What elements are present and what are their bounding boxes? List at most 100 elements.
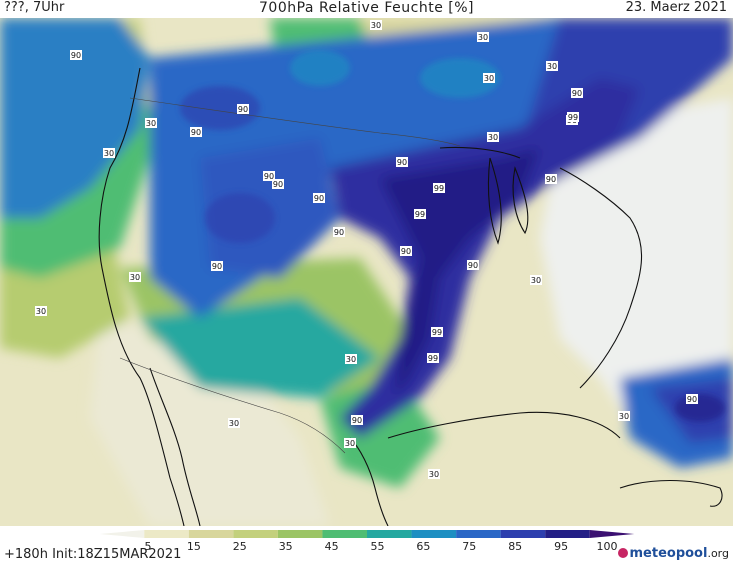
contour-label: 30 (129, 272, 141, 282)
humidity-legend: 5 15 25 35 45 55 65 75 85 95 100 (99, 530, 635, 550)
contour-label-text: 90 (238, 105, 248, 114)
contour-label-text: 90 (397, 158, 407, 167)
contour-label: 30 (145, 118, 157, 128)
contour-label-text: 90 (352, 416, 362, 425)
contour-label: 30 (370, 20, 382, 30)
legend-swatch (233, 530, 278, 538)
contour-label: 90 (263, 171, 275, 181)
legend-label: 100 (597, 540, 618, 550)
contour-label-text: 90 (334, 228, 344, 237)
contour-label-text: 30 (36, 307, 46, 316)
map-footer: 5 15 25 35 45 55 65 75 85 95 100 +180h Init:18Z15M… (0, 526, 733, 566)
legend-label: 55 (371, 540, 385, 550)
contour-label-text: 30 (345, 439, 355, 448)
contour-label: 90 (686, 394, 698, 404)
contour-label-text: 30 (346, 355, 356, 364)
contour-label: 30 (487, 132, 499, 142)
contour-label: 90 (190, 127, 202, 137)
contour-label-text: 99 (434, 184, 444, 193)
run-info: +180h Init:18Z15MAR2021 (4, 547, 182, 562)
contour-label-text: 90 (191, 128, 201, 137)
contour-label: 90 (545, 174, 557, 184)
contour-label: 30 (477, 32, 489, 42)
contour-label-text: 30 (531, 276, 541, 285)
contour-label-text: 90 (264, 172, 274, 181)
legend-label: 85 (508, 540, 522, 550)
contour-label: 90 (70, 50, 82, 60)
contour-label: 99 (567, 112, 579, 122)
contour-label: 99 (414, 209, 426, 219)
meteopool-logo[interactable]: meteopool.org (617, 546, 729, 561)
contour-label: 30 (530, 275, 542, 285)
contour-label: 99 (427, 353, 439, 363)
contour-label-text: 30 (429, 470, 439, 479)
legend-label: 95 (554, 540, 568, 550)
legend-swatch (411, 530, 457, 538)
contour-label-text: 30 (130, 273, 140, 282)
contour-label: 30 (618, 411, 630, 421)
forecast-time-label: ???, 7Uhr (4, 0, 65, 15)
contour-label: 90 (396, 157, 408, 167)
contour-label-text: 30 (484, 74, 494, 83)
contour-label: 30 (103, 148, 115, 158)
contour-label-text: 90 (687, 395, 697, 404)
legend-swatch (589, 530, 635, 538)
contour-label: 90 (272, 179, 284, 189)
contour-label-text: 99 (432, 328, 442, 337)
contour-label: 90 (333, 227, 345, 237)
contour-label-text: 30 (371, 21, 381, 30)
contour-label: 30 (546, 61, 558, 71)
legend-label: 65 (416, 540, 430, 550)
legend-swatches (99, 530, 635, 538)
contour-label: 99 (431, 327, 443, 337)
legend-label: 35 (279, 540, 293, 550)
valid-date-label: 23. Maerz 2021 (625, 0, 727, 15)
legend-label: 15 (187, 540, 201, 550)
legend-swatch (456, 530, 501, 538)
legend-label: 45 (325, 540, 339, 550)
contour-label-text: 30 (104, 149, 114, 158)
contour-label-text: 90 (468, 261, 478, 270)
contour-label-text: 90 (401, 247, 411, 256)
contour-label-text: 90 (273, 180, 283, 189)
legend-swatch (144, 530, 189, 538)
contour-label: 90 (211, 261, 223, 271)
contour-label-text: 99 (415, 210, 425, 219)
legend-swatch (322, 530, 367, 538)
contour-label: 90 (313, 193, 325, 203)
legend-label: 5 (145, 540, 152, 550)
contour-label: 30 (228, 418, 240, 428)
logo-suffix: .org (707, 547, 729, 560)
legend-swatch (277, 530, 323, 538)
legend-swatch (500, 530, 546, 538)
contour-label-text: 90 (572, 89, 582, 98)
contour-label-text: 30 (619, 412, 629, 421)
contour-label-text: 30 (547, 62, 557, 71)
contour-label: 30 (344, 438, 356, 448)
legend-swatch (188, 530, 234, 538)
contour-label: 30 (345, 354, 357, 364)
legend-label: 25 (233, 540, 247, 550)
contour-label: 90 (400, 246, 412, 256)
contour-label-text: 90 (71, 51, 81, 60)
contour-label: 90 (237, 104, 249, 114)
legend-labels: 5 15 25 35 45 55 65 75 85 95 100 (145, 540, 618, 550)
contour-label: 30 (483, 73, 495, 83)
coastlines (98, 67, 723, 526)
humidity-map: 9090909090909090909090909090909099999999… (0, 18, 733, 526)
borders (119, 97, 461, 454)
contour-label-text: 30 (478, 33, 488, 42)
contour-label-text: 90 (314, 194, 324, 203)
contour-label-text: 30 (229, 419, 239, 428)
contour-label: 90 (467, 260, 479, 270)
contour-label: 99 (433, 183, 445, 193)
legend-swatch (545, 530, 590, 538)
contour-label: 90 (351, 415, 363, 425)
legend-swatch (367, 530, 412, 538)
logo-primary: meteopool (629, 546, 708, 561)
contour-label-text: 30 (488, 133, 498, 142)
contour-label-text: 99 (568, 113, 578, 122)
contour-labels: 9090909090909090909090909090909099999999… (35, 20, 698, 479)
contour-label: 30 (428, 469, 440, 479)
map-title: 700hPa Relative Feuchte [%] (259, 0, 474, 16)
